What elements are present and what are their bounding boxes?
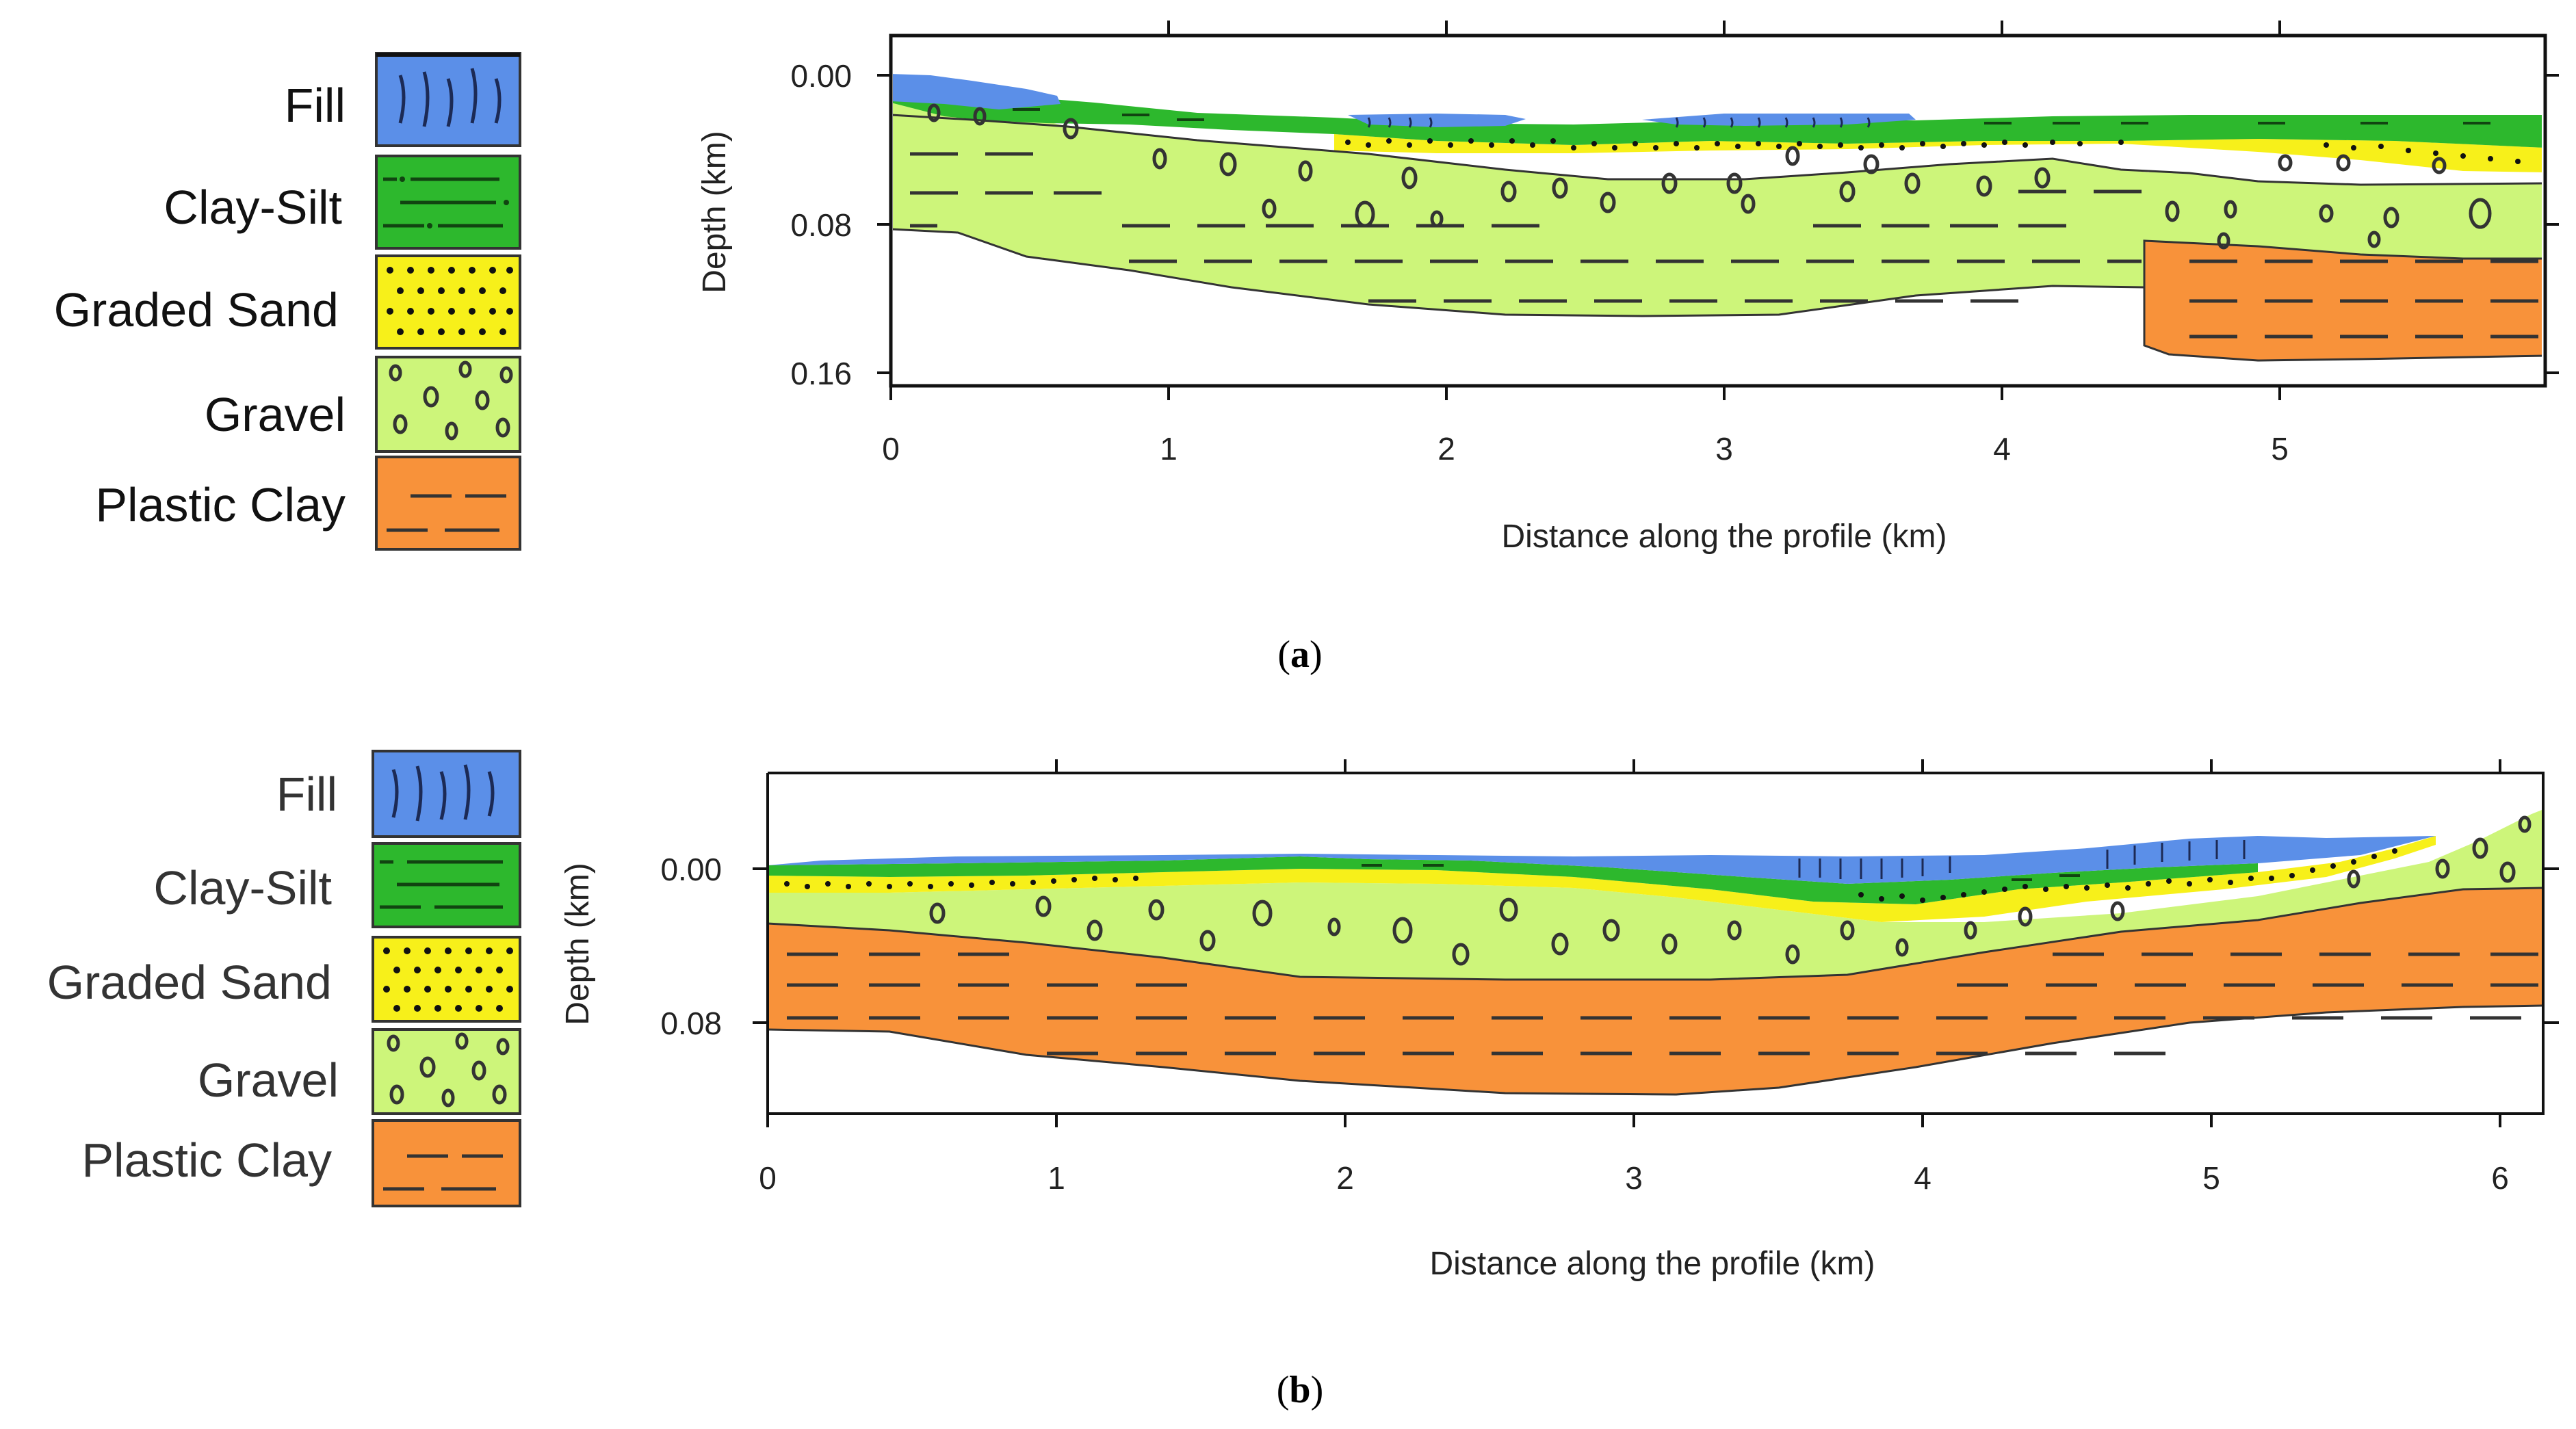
panel-b-x-tick: 3 [1625,1160,1643,1196]
panel-b-y-title: Depth (km) [560,863,596,1025]
legend-b-graded-sand: Graded Sand [47,936,521,1023]
panel-b-strata [768,809,2543,1096]
legend-a-label-plastic-clay: Plastic Clay [95,478,346,532]
legend-b-clay-silt: Clay-Silt [153,842,521,928]
legend-a-plastic-clay: Plastic Clay [95,456,521,551]
panel-a-x-axis [889,21,2281,400]
panel-a-x-tick: 3 [1715,431,1733,467]
legend-a: Fill Clay-Silt Graded Sand [54,52,521,551]
panel-b-y-axis [753,867,2559,1024]
panel-b-layer-graded-sand [768,836,2436,922]
legend-b-fill: Fill [276,750,521,838]
legend-b-gravel: Gravel [198,1028,521,1115]
panel-a-sand-dots [1345,138,2521,164]
panel-b-x-tick: 2 [1336,1160,1354,1196]
panel-b-x-axis [766,759,2501,1127]
legend-a-label-clay-silt: Clay-Silt [164,181,342,234]
panel-a-y-tick-labels: 0.00 0.08 0.16 [790,58,852,391]
panel-a-x-tick-labels: 0 1 2 3 4 5 [882,431,2289,467]
panel-a-caption-letter: a [1290,633,1310,676]
legend-a-label-fill: Fill [285,79,346,132]
panel-b-frame [766,772,2545,1115]
panel-b-x-tick: 1 [1048,1160,1065,1196]
panel-a-x-title: Distance along the profile (km) [1502,519,1947,555]
panel-b-sand-dots [784,848,2397,903]
panel-a-layer-fill [893,74,1061,109]
panel-b-x-tick: 4 [1914,1160,1931,1196]
legend-b-label-plastic-clay: Plastic Clay [81,1133,332,1187]
panel-b-patterns [787,815,2538,1056]
legend-b-plastic-clay: Plastic Clay [81,1119,521,1207]
panel-a-frame [889,34,2547,388]
legend-a-graded-sand: Graded Sand [54,254,521,350]
panel-a-strata [893,74,2542,362]
legend-b-label-gravel: Gravel [198,1053,339,1107]
panel-a: 0 1 2 3 4 5 0.00 0.08 0.16 Distance alon… [697,21,2559,555]
panel-a-layer-clay-silt [893,94,2542,148]
legend-b-label-graded-sand: Graded Sand [47,956,332,1009]
panel-b: 0 1 2 3 4 5 6 0.00 0.08 Distance along t… [560,759,2559,1282]
panel-b-y-tick: 0.00 [660,852,722,887]
panel-a-y-axis [877,74,2559,374]
panel-a-y-tick: 0.00 [790,58,852,94]
panel-a-y-tick: 0.16 [790,356,852,391]
panel-a-layer-gravel [893,88,2542,316]
panel-b-layer-plastic-clay [768,888,2543,1094]
panel-b-x-tick: 0 [759,1160,777,1196]
legend-b-label-fill: Fill [276,768,337,821]
legend-a-clay-silt: Clay-Silt [164,155,521,250]
panel-a-caption: (a) [1277,633,1322,676]
panel-a-boundaries [893,114,2542,362]
legend-b-label-clay-silt: Clay-Silt [153,861,332,915]
panel-a-patterns [910,103,2538,339]
panel-b-y-tick-labels: 0.00 0.08 [660,852,722,1041]
panel-b-boundaries [768,887,2543,1096]
panel-b-layer-fill [768,836,2436,884]
panel-a-x-tick: 2 [1437,431,1455,467]
legend-b: Fill Clay-Silt Graded Sand Gravel [47,750,521,1207]
legend-a-gravel: Gravel [205,356,521,453]
panel-b-x-tick-labels: 0 1 2 3 4 5 6 [759,1160,2509,1196]
panel-b-x-tick: 6 [2491,1160,2509,1196]
panel-b-x-title: Distance along the profile (km) [1430,1246,1875,1282]
legend-a-label-gravel: Gravel [205,388,346,441]
panel-a-x-tick: 0 [882,431,900,467]
panel-b-y-tick: 0.08 [660,1006,722,1041]
legend-a-label-graded-sand: Graded Sand [54,283,339,337]
panel-b-caption: (b) [1277,1369,1323,1411]
panel-b-caption-letter: b [1289,1369,1310,1411]
panel-a-x-tick: 4 [1993,431,2011,467]
panel-a-x-tick: 5 [2271,431,2289,467]
panel-a-y-tick: 0.08 [790,207,852,243]
legend-a-fill: Fill [285,52,521,147]
panel-a-y-title: Depth (km) [697,131,733,293]
panel-b-x-tick: 5 [2202,1160,2220,1196]
panel-b-layer-clay-silt [768,856,2258,904]
panel-a-x-tick: 1 [1160,431,1178,467]
